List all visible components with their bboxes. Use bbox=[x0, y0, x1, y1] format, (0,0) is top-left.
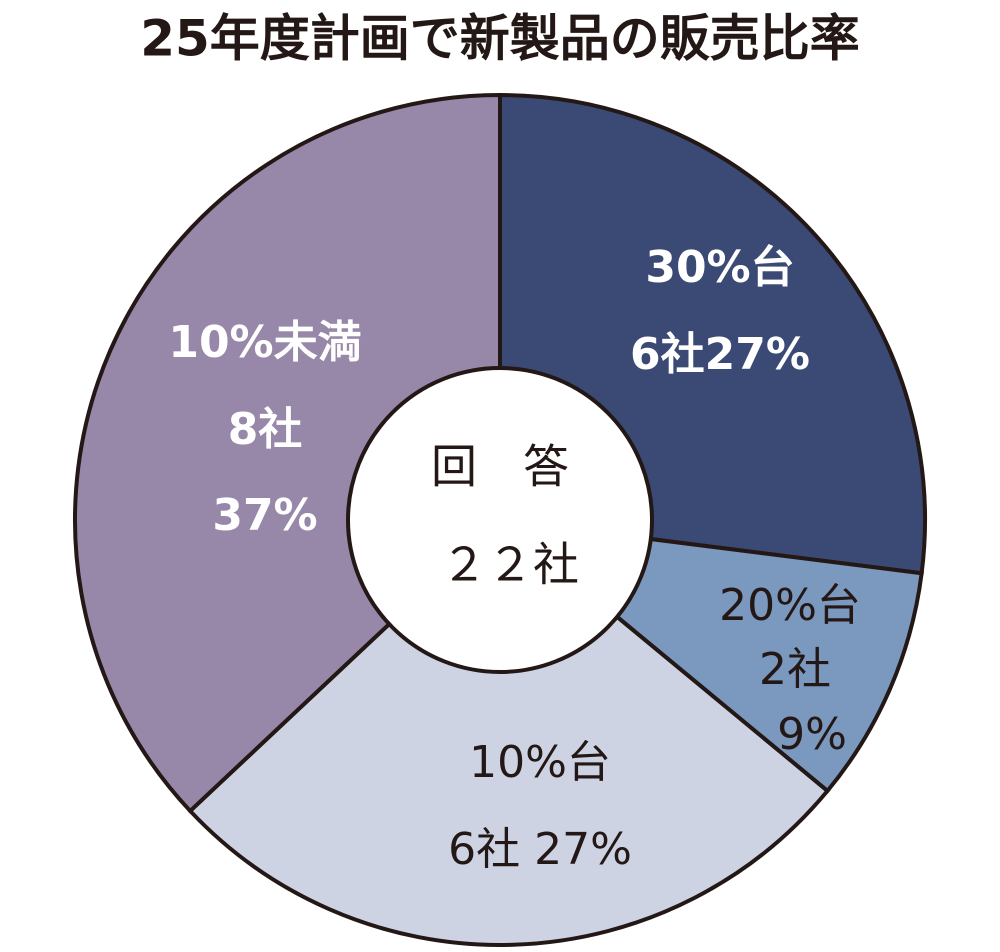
slice bbox=[73, 92, 502, 814]
slice-label: 2社 bbox=[759, 644, 831, 695]
value-label: 9% bbox=[777, 709, 847, 760]
value-label: 27% bbox=[705, 329, 810, 380]
slice-label: 20%台 bbox=[719, 580, 861, 631]
value-label: 27% bbox=[534, 824, 632, 875]
donut-hole bbox=[346, 366, 654, 674]
count-label: 8社 bbox=[228, 404, 303, 455]
center-label: 回 答 bbox=[431, 440, 569, 494]
slice-label: 37% bbox=[212, 490, 317, 541]
category-label: 20%台 bbox=[719, 580, 861, 631]
count-label: 6社 bbox=[448, 824, 520, 875]
slice-label: 9% bbox=[777, 709, 847, 760]
slice-label: 6社27% bbox=[630, 329, 810, 380]
count-label: 2社 bbox=[759, 644, 831, 695]
category-label: 10%未満 bbox=[168, 317, 361, 368]
slice-label: 10%未満 bbox=[168, 317, 361, 368]
slice-label: 10%台 bbox=[469, 737, 611, 788]
slice-label: 8社 bbox=[228, 404, 303, 455]
slice-label: 30%台 bbox=[645, 242, 794, 293]
chart-title: 25年度計画で新製品の販売比率 bbox=[140, 10, 860, 68]
slice-label: 6社 27% bbox=[448, 824, 632, 875]
count-label: 6社 bbox=[630, 329, 705, 380]
category-label: 30%台 bbox=[645, 242, 794, 293]
slice bbox=[187, 517, 831, 947]
category-label: 10%台 bbox=[469, 737, 611, 788]
value-label: 37% bbox=[212, 490, 317, 541]
center-label: ２２社 bbox=[441, 538, 579, 592]
